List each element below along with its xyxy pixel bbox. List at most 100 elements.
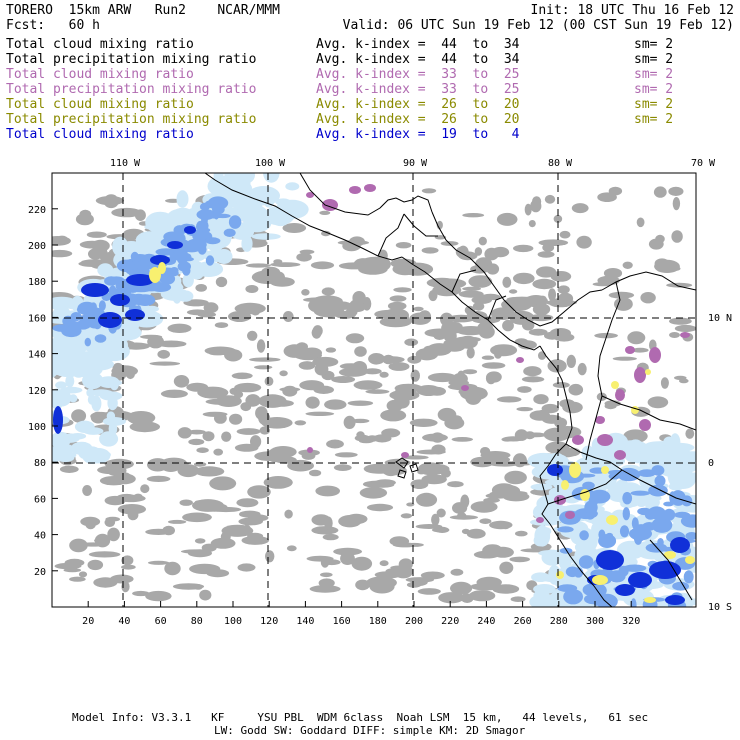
light-blue-cloud-patch (82, 372, 104, 390)
gray-cloud-patch (491, 546, 514, 558)
yellow-cloud-cell (601, 466, 609, 474)
colombia-coast (539, 345, 573, 467)
gray-cloud-patch (80, 516, 101, 527)
mid-blue-cloud-patch (622, 507, 630, 521)
mid-blue-cloud-patch (170, 267, 179, 274)
gray-cloud-patch (127, 509, 139, 521)
gray-cloud-patch (363, 368, 382, 375)
gray-cloud-patch (557, 285, 570, 294)
gray-cloud-patch (245, 285, 259, 293)
gray-cloud-patch (263, 476, 293, 489)
gray-cloud-patch (462, 286, 482, 291)
legend-row-kindex: Avg. k-index = 33 to 25 (316, 67, 520, 82)
mid-blue-cloud-patch (150, 282, 172, 292)
gray-cloud-patch (500, 521, 511, 530)
mid-blue-cloud-patch (672, 581, 689, 591)
gray-cloud-patch (402, 455, 429, 460)
model-info-line: Model Info: V3.3.1 KF YSU PBL WDM 6class… (72, 711, 649, 724)
country-border (565, 443, 623, 471)
deep-blue-cloud-core (150, 255, 170, 265)
gray-cloud-patch (284, 509, 293, 519)
light-blue-cloud-patch (65, 374, 75, 388)
gray-cloud-patch (345, 333, 365, 344)
gray-cloud-patch (484, 247, 499, 261)
gray-cloud-patch (351, 418, 370, 424)
gray-cloud-patch (486, 263, 500, 275)
gray-cloud-patch (550, 271, 572, 282)
gray-cloud-patch (415, 348, 439, 361)
gray-cloud-patch (365, 389, 390, 394)
legend-row-sm: sm= 2 (634, 37, 674, 52)
gray-cloud-patch (671, 230, 683, 243)
gray-cloud-patch (247, 485, 271, 499)
light-blue-cloud-patch (182, 273, 194, 288)
lat-label: 10 N (708, 313, 732, 324)
gray-cloud-patch (245, 394, 261, 407)
light-blue-cloud-patch (616, 540, 646, 560)
gray-cloud-patch (302, 347, 322, 359)
gray-cloud-patch (532, 303, 551, 316)
lat-label: 10 S (708, 602, 732, 613)
gray-cloud-patch (479, 518, 492, 524)
legend-row-kindex: Avg. k-index = 19 to 4 (316, 127, 520, 142)
country-border (601, 395, 696, 431)
light-blue-cloud-patch (77, 363, 95, 374)
yellow-cloud-cell (645, 369, 651, 375)
gray-cloud-patch (333, 301, 352, 311)
gray-cloud-patch (323, 559, 341, 566)
mid-blue-cloud-patch (137, 264, 150, 277)
yellow-cloud-cell (158, 262, 166, 274)
gray-cloud-patch (669, 332, 680, 338)
light-blue-cloud-patch (531, 572, 550, 582)
mid-blue-cloud-patch (199, 202, 210, 211)
gray-cloud-patch (544, 194, 556, 204)
gray-cloud-patch (132, 590, 150, 597)
gray-cloud-patch (461, 528, 470, 535)
gray-cloud-patch (549, 328, 572, 339)
gray-cloud-patch (502, 319, 514, 332)
legend-row-field: Total cloud mixing ratio (6, 127, 194, 142)
gray-cloud-patch (249, 357, 281, 362)
longitude-labels: 110 W 100 W 90 W 80 W 70 W (110, 158, 716, 169)
x-tick-label: 300 (586, 616, 604, 627)
mid-blue-cloud-patch (565, 566, 580, 578)
gray-cloud-patch (183, 299, 209, 307)
gray-cloud-patch (149, 361, 181, 366)
mid-blue-cloud-patch (651, 465, 665, 476)
gray-cloud-patch (450, 568, 464, 576)
gray-cloud-patch (338, 262, 370, 270)
gray-cloud-patch (421, 188, 437, 194)
gray-cloud-patch (301, 289, 310, 296)
mid-blue-cloud-patch (186, 238, 207, 251)
gray-cloud-patch (333, 547, 362, 556)
mid-blue-cloud-patch (76, 305, 87, 314)
init-time: Init: 18 UTC Thu 16 Feb 12 (530, 3, 735, 18)
gray-cloud-patch (428, 290, 438, 302)
purple-cloud-cell (615, 389, 625, 401)
light-blue-cloud-patch (615, 435, 628, 448)
gray-cloud-patch (547, 359, 567, 373)
gray-cloud-patch (326, 439, 344, 449)
gray-cloud-patch (486, 371, 502, 383)
legend-row-kindex: Avg. k-index = 26 to 20 (316, 112, 520, 127)
gray-cloud-patch (426, 277, 458, 288)
gray-cloud-patch (508, 289, 518, 294)
gray-cloud-patch (524, 203, 532, 216)
gray-cloud-patch (429, 477, 445, 483)
gray-cloud-patch (431, 344, 445, 350)
x-tick-label: 280 (550, 616, 568, 627)
gray-cloud-patch (189, 563, 221, 575)
gray-cloud-patch (247, 330, 258, 341)
mid-blue-cloud-patch (193, 233, 209, 241)
mid-blue-cloud-patch (203, 228, 211, 233)
mid-blue-cloud-patch (563, 589, 583, 605)
gray-cloud-patch (107, 527, 120, 542)
light-blue-cloud-patch (52, 431, 71, 449)
gray-cloud-patch (431, 444, 446, 455)
gray-cloud-patch (502, 276, 512, 288)
gray-cloud-patch (427, 372, 458, 383)
gray-cloud-patch (258, 411, 271, 425)
gray-cloud-patch (666, 282, 693, 288)
mid-blue-cloud-patch (663, 508, 676, 521)
gray-cloud-patch (674, 324, 696, 333)
